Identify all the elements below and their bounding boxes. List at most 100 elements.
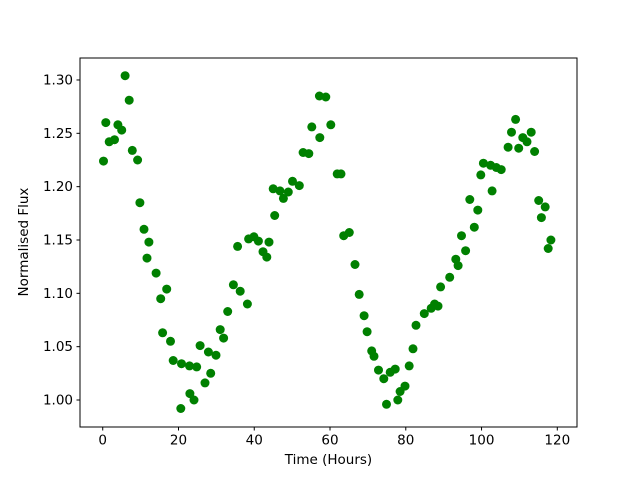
data-point — [369, 351, 379, 361]
x-tick-label: 60 — [321, 433, 338, 449]
data-point — [242, 299, 252, 309]
data-point — [223, 307, 233, 316]
data-point — [124, 95, 134, 105]
data-point — [120, 71, 130, 81]
data-point — [275, 186, 285, 196]
data-point — [536, 213, 546, 223]
data-point — [326, 120, 336, 130]
data-point — [139, 224, 149, 234]
data-point — [543, 244, 553, 253]
data-point — [127, 145, 137, 155]
data-point — [457, 231, 466, 241]
y-tick-label: 1.10 — [43, 286, 73, 302]
data-point — [526, 127, 536, 137]
data-point — [445, 272, 455, 282]
x-tick-label: 120 — [544, 433, 570, 449]
data-point — [176, 404, 186, 413]
data-point — [135, 198, 145, 208]
data-point — [461, 246, 471, 256]
data-point — [503, 142, 513, 152]
data-point — [546, 235, 556, 245]
x-axis-label: Time (Hours) — [284, 452, 373, 468]
data-point — [473, 205, 483, 215]
y-tick-label: 1.20 — [43, 179, 73, 195]
y-tick-label: 1.15 — [43, 232, 73, 248]
data-point — [530, 147, 540, 156]
data-point — [344, 228, 354, 237]
x-tick-label: 20 — [170, 433, 187, 449]
data-point — [278, 193, 288, 203]
data-point — [354, 289, 364, 299]
data-point — [142, 253, 152, 263]
data-point — [400, 381, 410, 391]
data-point — [168, 356, 178, 365]
data-point — [453, 261, 463, 271]
data-point — [283, 187, 293, 197]
data-point — [307, 122, 317, 132]
data-point — [359, 311, 369, 321]
data-point — [540, 202, 550, 212]
data-point — [469, 222, 479, 232]
data-point — [393, 395, 403, 405]
data-point — [101, 118, 111, 128]
data-point — [404, 361, 414, 371]
plot-frame — [79, 57, 578, 428]
data-point — [270, 211, 280, 220]
data-point — [411, 320, 421, 330]
data-point — [514, 143, 524, 153]
data-point — [511, 114, 521, 124]
data-point — [294, 181, 304, 191]
data-point — [478, 158, 488, 168]
data-point — [522, 137, 532, 147]
data-point — [151, 268, 161, 278]
data-point — [133, 155, 143, 165]
data-point — [117, 125, 127, 135]
data-point — [110, 135, 119, 145]
data-point — [430, 299, 440, 309]
data-point — [219, 333, 229, 343]
data-point — [288, 176, 297, 186]
data-point — [496, 165, 506, 175]
data-point — [321, 92, 331, 102]
data-point — [228, 280, 238, 290]
data-point — [336, 169, 346, 179]
data-point — [534, 196, 544, 205]
data-point — [99, 156, 108, 166]
data-point — [200, 378, 210, 388]
data-point — [162, 284, 172, 294]
data-point — [185, 361, 194, 371]
data-point — [362, 327, 372, 337]
data-point — [211, 350, 221, 360]
y-tick-label: 1.25 — [43, 126, 73, 142]
data-point — [374, 365, 383, 375]
data-point — [465, 195, 475, 204]
data-point — [487, 186, 497, 196]
data-point — [215, 325, 225, 335]
data-point — [177, 359, 186, 369]
y-tick-label: 1.00 — [43, 393, 73, 409]
data-point — [189, 395, 199, 405]
data-point — [233, 241, 243, 251]
data-point — [195, 341, 205, 351]
data-point — [419, 309, 429, 319]
y-axis-label: Normalised Flux — [16, 187, 32, 297]
data-point — [185, 389, 195, 399]
data-point — [382, 399, 391, 409]
x-tick-label: 100 — [469, 433, 495, 449]
data-point — [315, 133, 325, 143]
data-point — [476, 170, 486, 180]
data-point — [350, 260, 360, 269]
data-point — [390, 364, 400, 374]
data-point — [253, 236, 263, 246]
data-point — [144, 237, 154, 247]
data-point — [206, 368, 216, 378]
data-point — [192, 362, 202, 372]
data-point — [304, 149, 314, 159]
x-tick-label: 80 — [397, 433, 414, 449]
x-tick-label: 0 — [98, 433, 107, 449]
data-point — [507, 127, 516, 137]
x-tick-label: 40 — [246, 433, 263, 449]
data-point — [264, 237, 274, 247]
data-point — [156, 294, 166, 304]
